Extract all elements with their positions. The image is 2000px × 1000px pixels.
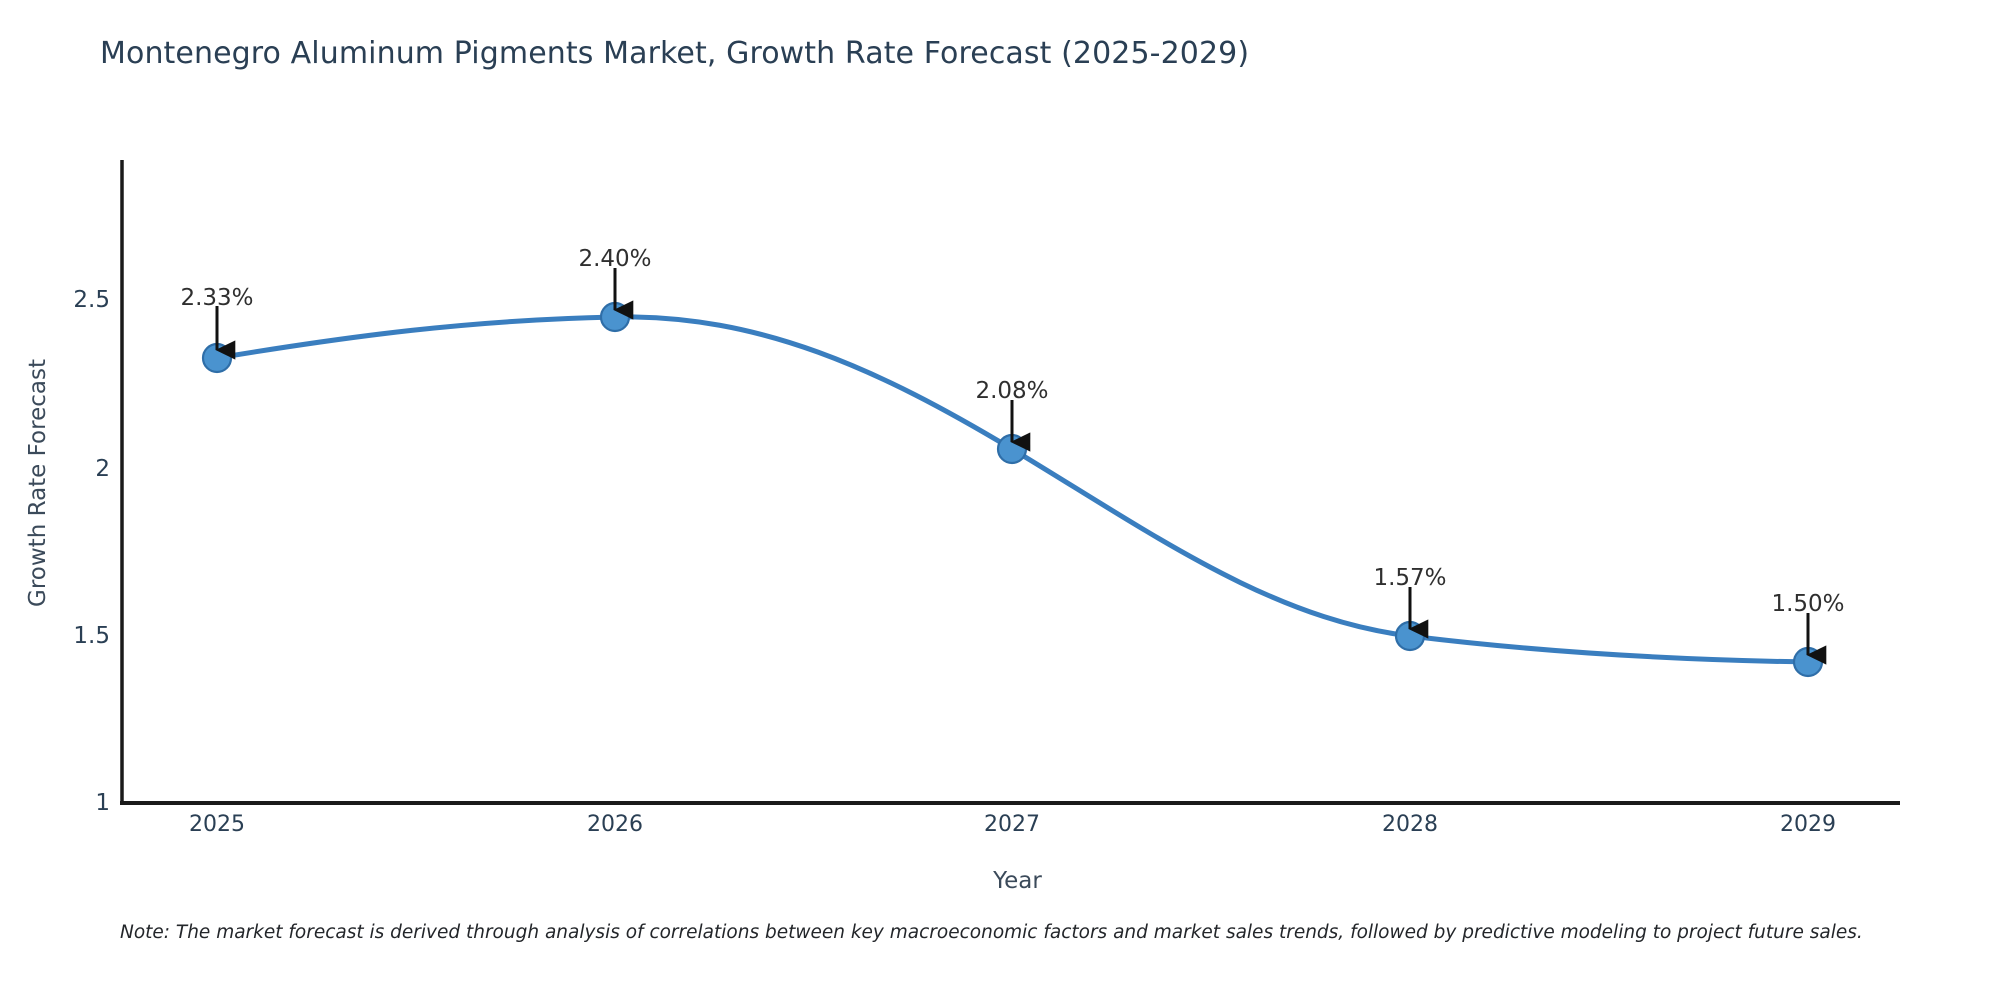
data-point-label: 1.50% <box>1771 591 1845 617</box>
x-tick-label: 2026 <box>587 812 643 837</box>
y-tick-label: 1.5 <box>73 623 110 649</box>
data-point-label: 2.40% <box>578 246 652 272</box>
data-point-label: 2.08% <box>975 378 1049 404</box>
chart-footnote: Note: The market forecast is derived thr… <box>120 922 1863 943</box>
x-tick-label: 2028 <box>1382 812 1438 837</box>
y-tick-label: 1 <box>95 790 110 816</box>
series-line-growth-rate-forecast <box>214 314 1811 665</box>
chart-title: Montenegro Aluminum Pigments Market, Gro… <box>100 36 1250 71</box>
y-tick-label: 2.5 <box>73 287 110 313</box>
y-tick-label: 2 <box>95 456 110 482</box>
x-tick-label: 2025 <box>189 812 245 837</box>
data-point-label: 1.57% <box>1373 565 1447 591</box>
x-tick-label: 2027 <box>984 812 1040 837</box>
y-axis-ticks: 2.5 2 1.5 1 <box>30 0 110 1000</box>
x-tick-label: 2029 <box>1780 812 1836 837</box>
data-point-label: 2.33% <box>180 285 254 311</box>
x-axis-title: Year <box>993 868 1042 894</box>
